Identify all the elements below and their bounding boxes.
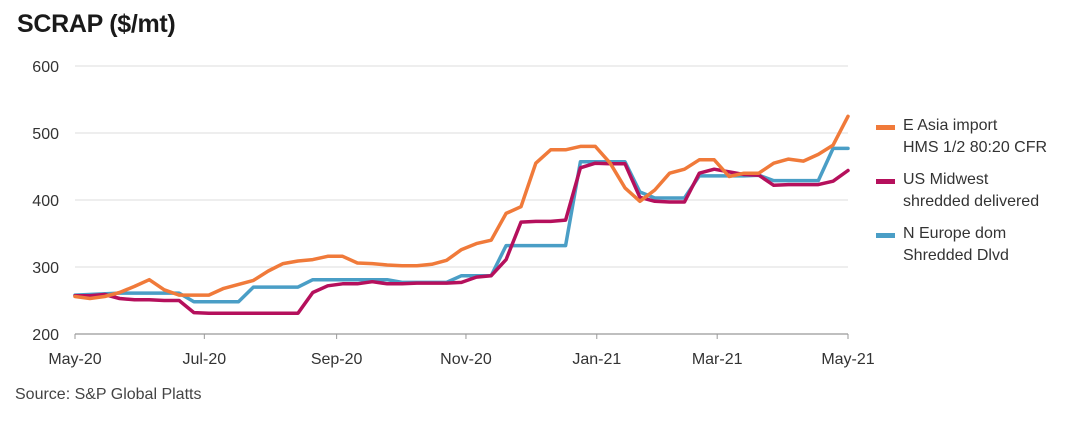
legend-swatch-us-midwest xyxy=(876,179,895,184)
series-line-1 xyxy=(73,161,850,315)
series-line-0 xyxy=(73,114,850,301)
y-tick-label: 300 xyxy=(32,260,59,277)
y-tick-label: 400 xyxy=(32,193,59,210)
y-axis-ticks: 200 300 400 500 600 xyxy=(32,59,59,344)
x-tick-label: May-21 xyxy=(821,351,874,368)
x-tick-label: Mar-21 xyxy=(692,351,743,368)
x-tick-label: Sep-20 xyxy=(311,351,363,368)
chart-title: SCRAP ($/mt) xyxy=(17,10,176,38)
legend-label-e-asia: E Asia import HMS 1/2 80:20 CFR xyxy=(903,117,1048,156)
legend: E Asia import HMS 1/2 80:20 CFR US Midwe… xyxy=(876,115,1047,277)
y-tick-label: 500 xyxy=(32,126,59,143)
x-tick-label: May-20 xyxy=(48,351,101,368)
source-note: Source: S&P Global Platts xyxy=(15,386,202,403)
x-tick-label: Jul-20 xyxy=(183,351,227,368)
x-tick-label: Nov-20 xyxy=(440,351,492,368)
y-tick-label: 200 xyxy=(32,327,59,344)
legend-label-us-midwest: US Midwest shredded delivered xyxy=(903,171,1040,210)
x-tick-label: Jan-21 xyxy=(572,351,621,368)
legend-label-n-europe: N Europe dom Shredded Dlvd xyxy=(903,225,1009,264)
y-tick-label: 600 xyxy=(32,59,59,76)
legend-swatch-n-europe xyxy=(876,233,895,238)
legend-item-e-asia: E Asia import HMS 1/2 80:20 CFR xyxy=(876,115,1047,159)
legend-swatch-e-asia xyxy=(876,125,895,130)
legend-item-n-europe: N Europe dom Shredded Dlvd xyxy=(876,223,1047,267)
series-lines xyxy=(73,114,850,315)
legend-item-us-midwest: US Midwest shredded delivered xyxy=(876,169,1047,213)
x-axis-ticks: May-20 Jul-20 Sep-20 Nov-20 Jan-21 Mar-21 May-… xyxy=(48,334,875,368)
